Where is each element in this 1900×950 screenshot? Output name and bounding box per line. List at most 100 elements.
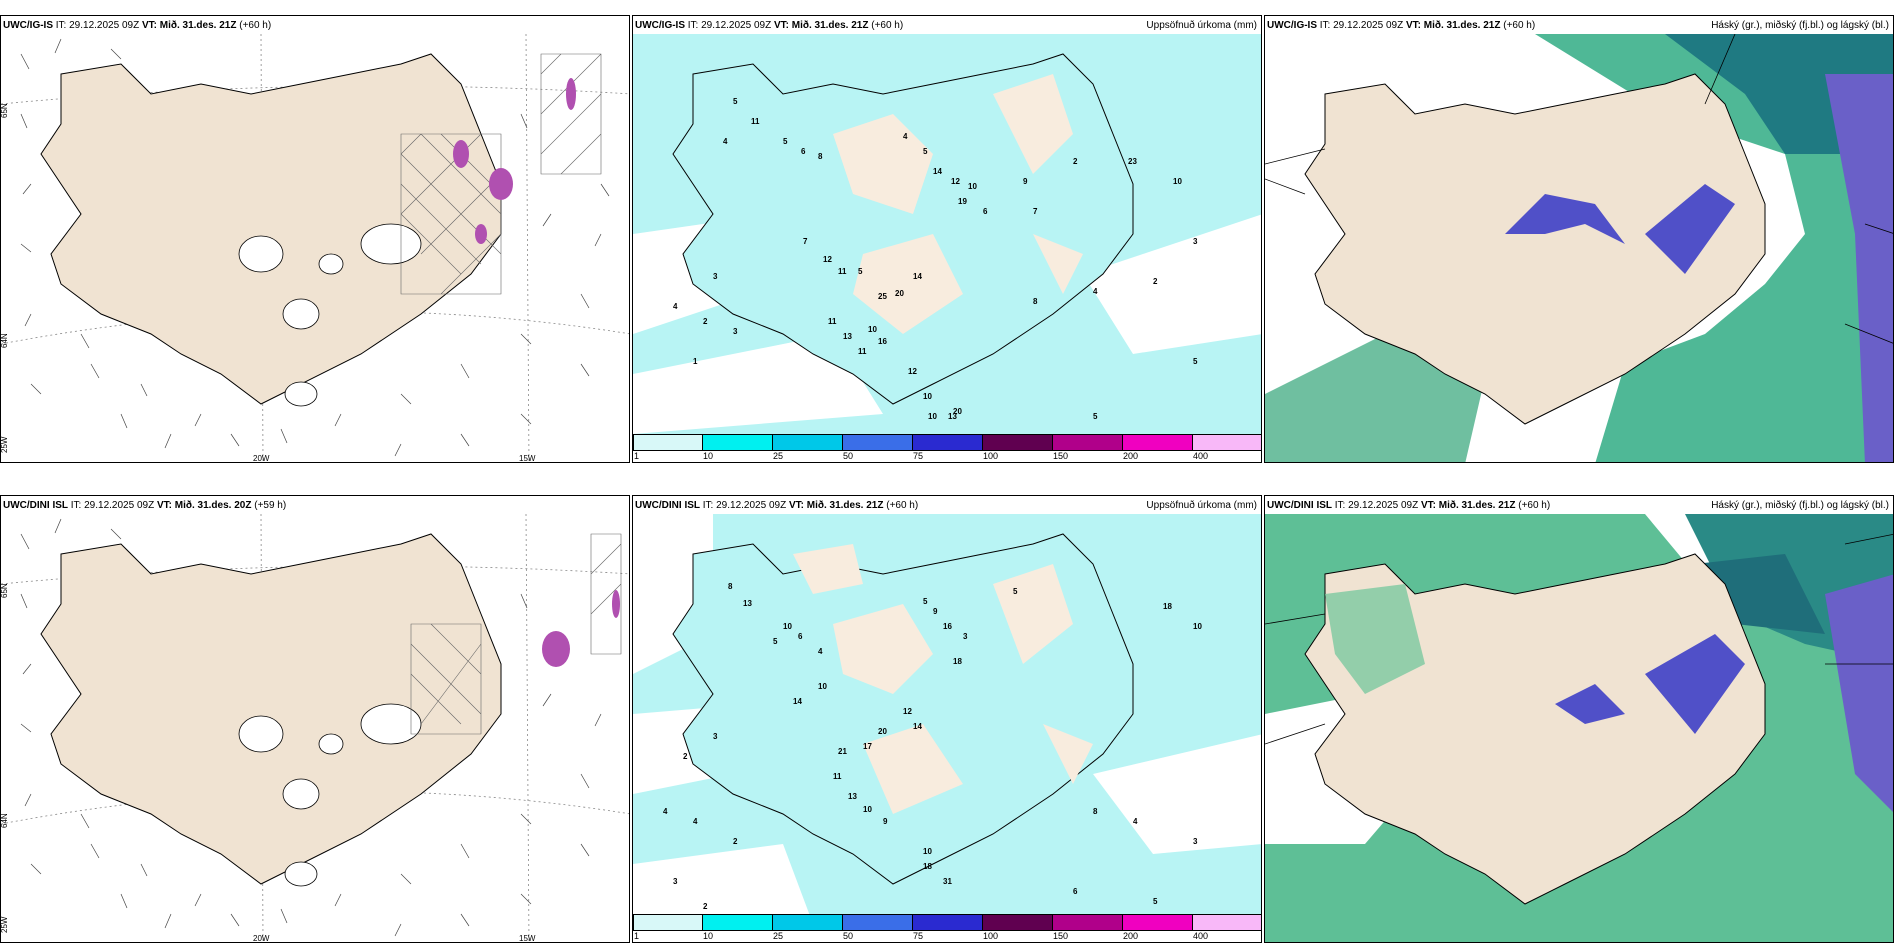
colorbar-tick: 1 — [634, 931, 640, 941]
colorbar-segment — [1193, 914, 1261, 931]
cloud-map — [1265, 34, 1893, 462]
svg-text:12: 12 — [903, 707, 912, 716]
svg-text:6: 6 — [801, 147, 806, 156]
colorbar-segment — [773, 434, 843, 451]
svg-text:10: 10 — [1193, 622, 1202, 631]
svg-text:12: 12 — [951, 177, 960, 186]
svg-text:12: 12 — [823, 255, 832, 264]
svg-text:20: 20 — [878, 727, 887, 736]
colorbar-segment — [633, 914, 703, 931]
svg-text:11: 11 — [828, 317, 837, 326]
panel-header: UWC/IG-IS IT: 29.12.2025 09Z VT: Mið. 31… — [1267, 20, 1536, 31]
colorbar-tick: 50 — [843, 931, 854, 941]
colorbar-segment — [913, 434, 983, 451]
svg-text:10: 10 — [783, 622, 792, 631]
cloud-panel-dini: UWC/DINI ISL IT: 29.12.2025 09Z VT: Mið.… — [1264, 495, 1894, 943]
svg-text:3: 3 — [713, 272, 718, 281]
svg-text:23: 23 — [1128, 157, 1137, 166]
svg-text:10: 10 — [923, 847, 932, 856]
svg-text:10: 10 — [1173, 177, 1182, 186]
panel-field-label: Uppsöfnuð úrkoma (mm) — [1146, 500, 1257, 511]
svg-text:10: 10 — [928, 412, 937, 421]
lon-label: 15W — [519, 934, 536, 943]
svg-text:10: 10 — [868, 325, 877, 334]
colorbar-segment — [703, 914, 773, 931]
lon-label: 25W — [1, 436, 9, 453]
svg-text:5: 5 — [923, 147, 928, 156]
svg-text:2: 2 — [703, 317, 708, 326]
colorbar-segment — [983, 434, 1053, 451]
precip-panel-igis: UWC/IG-IS IT: 29.12.2025 09Z VT: Mið. 31… — [632, 15, 1262, 463]
colorbar-tick: 400 — [1193, 451, 1209, 461]
colorbar-tick: 10 — [703, 451, 714, 461]
wind-map: 65N 64N 25W 20W 15W — [1, 34, 629, 463]
svg-text:20: 20 — [895, 289, 904, 298]
svg-text:20: 20 — [953, 407, 962, 416]
svg-text:16: 16 — [943, 622, 952, 631]
svg-text:14: 14 — [913, 272, 922, 281]
svg-text:5: 5 — [773, 637, 778, 646]
cloud-map — [1265, 514, 1893, 942]
svg-text:16: 16 — [878, 337, 887, 346]
colorbar-segment — [1053, 434, 1123, 451]
svg-text:13: 13 — [843, 332, 852, 341]
cloud-panel-igis: UWC/IG-IS IT: 29.12.2025 09Z VT: Mið. 31… — [1264, 15, 1894, 463]
colorbar-tick: 200 — [1123, 931, 1139, 941]
lat-label: 64N — [1, 333, 9, 348]
colorbar-tick: 200 — [1123, 451, 1139, 461]
svg-text:14: 14 — [933, 167, 942, 176]
colorbar-segment — [1193, 434, 1261, 451]
svg-text:4: 4 — [663, 807, 668, 816]
lat-label: 64N — [1, 813, 9, 828]
svg-text:13: 13 — [948, 412, 957, 421]
panel-header: UWC/DINI ISL IT: 29.12.2025 09Z VT: Mið.… — [635, 500, 919, 511]
svg-text:5: 5 — [923, 597, 928, 606]
svg-text:11: 11 — [833, 772, 842, 781]
svg-text:3: 3 — [1193, 837, 1198, 846]
svg-text:3: 3 — [673, 877, 678, 886]
colorbar-tick: 25 — [773, 931, 784, 941]
svg-text:10: 10 — [863, 805, 872, 814]
colorbar-tick: 150 — [1053, 451, 1069, 461]
svg-text:5: 5 — [733, 97, 738, 106]
wind-map: 65N 64N 25W 20W 15W — [1, 514, 629, 943]
svg-text:3: 3 — [963, 632, 968, 641]
svg-text:2: 2 — [1073, 157, 1078, 166]
svg-text:12: 12 — [908, 367, 917, 376]
colorbar-segment — [843, 434, 913, 451]
svg-text:2: 2 — [703, 902, 708, 911]
svg-text:7: 7 — [803, 237, 808, 246]
svg-text:8: 8 — [1093, 807, 1098, 816]
precip-colorbar: 1 10 25 50 75 100 150 200 400 — [633, 434, 1261, 462]
svg-text:1: 1 — [693, 357, 698, 366]
svg-text:14: 14 — [793, 697, 802, 706]
svg-text:4: 4 — [673, 302, 678, 311]
svg-text:8: 8 — [728, 582, 733, 591]
svg-text:6: 6 — [798, 632, 803, 641]
svg-text:6: 6 — [1073, 887, 1078, 896]
svg-text:8: 8 — [1033, 297, 1038, 306]
iceland-land — [40, 533, 502, 885]
svg-text:4: 4 — [693, 817, 698, 826]
lon-label: 15W — [519, 454, 536, 463]
svg-text:13: 13 — [743, 599, 752, 608]
panel-field-label: Uppsöfnuð úrkoma (mm) — [1146, 20, 1257, 31]
panel-field-label: Háský (gr.), miðský (fj.bl.) og lágský (… — [1711, 500, 1889, 511]
svg-text:2: 2 — [1153, 277, 1158, 286]
colorbar-tick: 10 — [703, 931, 714, 941]
svg-text:5: 5 — [783, 137, 788, 146]
iceland-land — [40, 53, 502, 405]
colorbar-segment — [843, 914, 913, 931]
svg-text:11: 11 — [838, 267, 847, 276]
lon-label: 20W — [253, 454, 270, 463]
svg-text:5: 5 — [858, 267, 863, 276]
panel-header: UWC/DINI ISL IT: 29.12.2025 09Z VT: Mið.… — [1267, 500, 1551, 511]
svg-text:18: 18 — [953, 657, 962, 666]
lat-label: 65N — [1, 583, 9, 598]
svg-text:5: 5 — [1093, 412, 1098, 421]
colorbar-tick: 400 — [1193, 931, 1209, 941]
svg-text:4: 4 — [1133, 817, 1138, 826]
iceland-land — [1304, 73, 1766, 425]
svg-text:19: 19 — [958, 197, 967, 206]
svg-text:5: 5 — [1193, 357, 1198, 366]
